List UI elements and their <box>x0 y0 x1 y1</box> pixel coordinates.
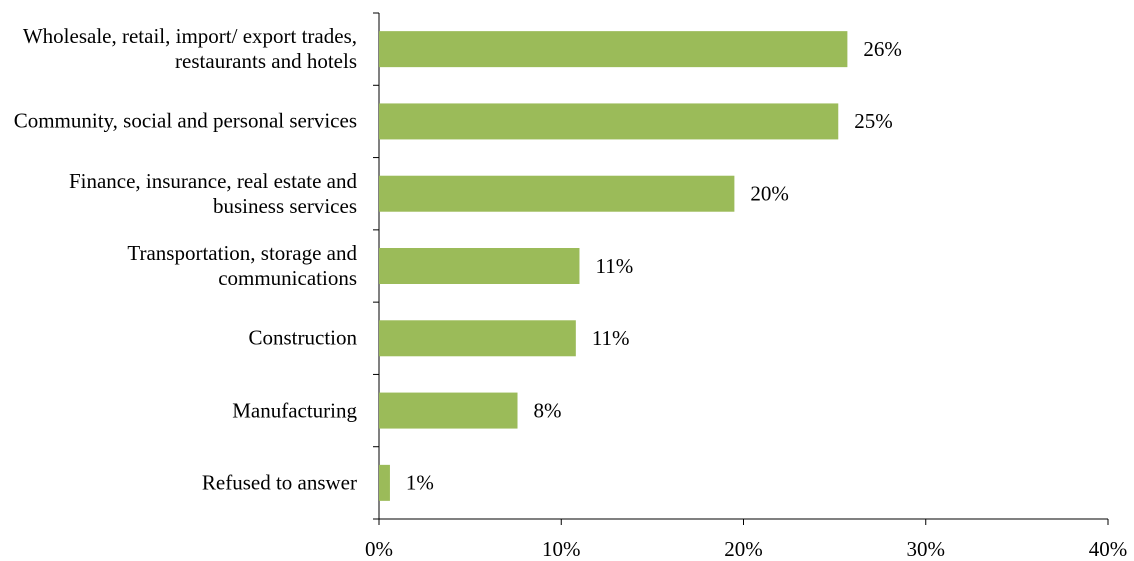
category-label: Community, social and personal services <box>13 108 357 133</box>
bar <box>379 320 576 357</box>
x-tick-label: 0% <box>365 537 393 561</box>
value-label: 8% <box>534 398 562 422</box>
category-label: Wholesale, retail, import/ export trades… <box>22 24 357 74</box>
bar <box>379 103 839 140</box>
category-label: Finance, insurance, real estate and busi… <box>68 168 357 218</box>
value-label: 25% <box>854 109 893 133</box>
value-label: 26% <box>863 37 902 61</box>
category-label: Construction <box>248 325 358 350</box>
bar <box>379 464 390 501</box>
bar <box>379 248 580 284</box>
value-label: 1% <box>406 471 434 495</box>
bar <box>379 392 518 429</box>
category-label: Manufacturing <box>232 398 357 423</box>
bar <box>379 175 735 212</box>
value-label: 11% <box>595 254 633 278</box>
category-label: Refused to answer <box>201 470 357 495</box>
bar <box>379 31 848 68</box>
category-label: Transportation, storage and communicatio… <box>127 241 357 290</box>
x-tick-label: 10% <box>542 537 581 561</box>
x-tick-label: 20% <box>724 537 763 561</box>
x-tick-label: 30% <box>907 537 946 561</box>
x-tick-label: 40% <box>1089 537 1128 561</box>
value-label: 11% <box>592 326 630 350</box>
value-label: 20% <box>750 182 789 206</box>
